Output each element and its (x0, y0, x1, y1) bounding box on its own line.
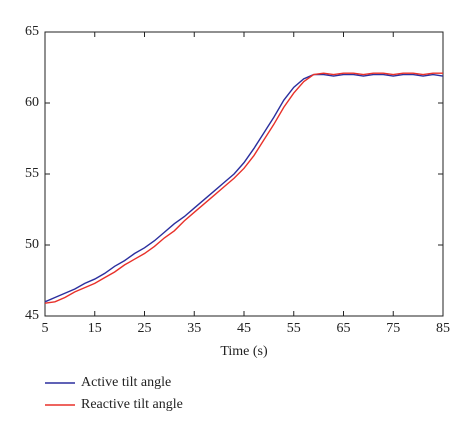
y-tick-label: 60 (25, 95, 39, 110)
legend-label: Reactive tilt angle (81, 397, 183, 412)
x-tick-label: 15 (88, 321, 102, 336)
x-axis-label: Time (s) (220, 344, 268, 359)
x-tick-label: 55 (287, 321, 301, 336)
legend-label: Active tilt angle (81, 375, 171, 390)
x-tick-label: 45 (237, 321, 251, 336)
data-line (44, 72, 443, 304)
x-tick-label: 5 (42, 321, 49, 336)
y-tick-label: 45 (25, 308, 39, 323)
y-tick-label: 65 (25, 24, 39, 39)
x-tick-label: 75 (386, 321, 400, 336)
x-tick-label: 85 (436, 321, 450, 336)
y-tick-label: 50 (25, 237, 39, 252)
x-tick-label: 25 (138, 321, 152, 336)
x-tick-label: 35 (187, 321, 201, 336)
x-tick-label: 65 (337, 321, 351, 336)
data-line (44, 73, 444, 303)
y-tick-label: 55 (25, 166, 39, 181)
